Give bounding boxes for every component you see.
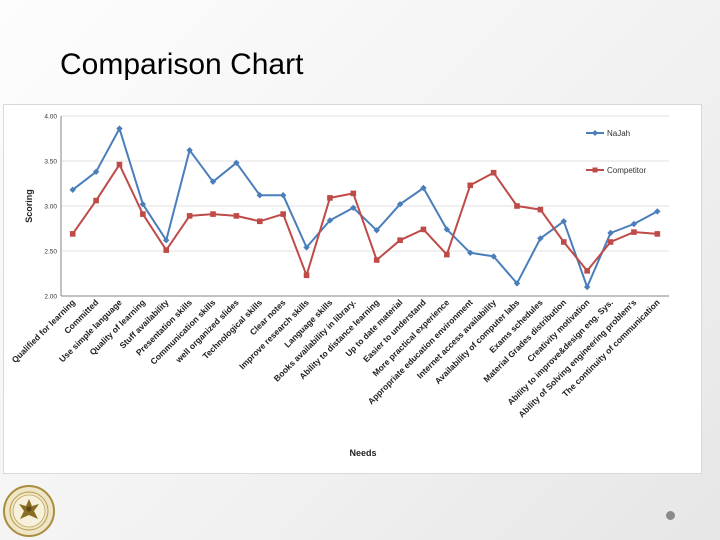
legend-marker-1 — [592, 167, 598, 173]
slide-title: Comparison Chart — [60, 48, 304, 81]
series-0-point — [186, 147, 193, 154]
legend-label-0: NaJah — [607, 129, 630, 138]
series-1-point — [327, 195, 333, 201]
y-tick-label: 2.00 — [44, 294, 57, 301]
x-axis-title: Needs — [349, 448, 376, 458]
y-tick-label: 3.50 — [44, 159, 57, 166]
series-1-point — [303, 272, 310, 279]
series-0-point — [233, 159, 240, 166]
series-0-point — [256, 192, 263, 199]
y-tick-label: 2.50 — [44, 249, 57, 256]
series-1-point — [373, 257, 380, 263]
series-1-point — [514, 203, 520, 209]
series-0-point — [69, 186, 76, 193]
legend-label-1: Competitor — [607, 166, 646, 175]
series-line-1 — [71, 163, 658, 277]
series-0-point — [490, 253, 497, 260]
series-1-point — [467, 182, 474, 189]
series-1-point — [537, 206, 544, 213]
series-0-point — [513, 280, 521, 287]
slide-nav-dot[interactable] — [666, 511, 675, 520]
series-1-point — [654, 231, 661, 237]
series-0-point — [467, 249, 474, 256]
series-1-point — [69, 231, 76, 237]
series-0-point — [92, 168, 100, 175]
series-1-point — [186, 213, 193, 219]
series-1-point — [256, 218, 263, 225]
series-0-point — [607, 229, 614, 237]
university-logo — [3, 485, 55, 537]
y-tick-label: 3.00 — [44, 204, 57, 211]
series-0-point — [443, 226, 451, 233]
series-0-point — [350, 204, 357, 211]
series-1-point — [210, 211, 216, 217]
series-0-point — [583, 283, 591, 291]
series-1-point — [233, 213, 240, 219]
series-1-point — [444, 251, 450, 258]
series-1-point — [631, 229, 637, 235]
series-1-point — [420, 226, 427, 233]
series-1-point — [280, 211, 286, 217]
series-line-0 — [72, 127, 658, 288]
chart-panel: 2.00 2.50 3.00 3.50 4.00 Scoring Qualified for… — [3, 104, 702, 474]
series-0-point — [279, 192, 287, 199]
series-0-point — [373, 227, 380, 234]
series-1-point — [584, 268, 590, 274]
series-1-point — [163, 247, 170, 253]
series-0-point — [326, 217, 334, 224]
series-0-point — [537, 235, 544, 242]
series-0-point — [139, 201, 147, 208]
series-1-point — [560, 239, 567, 245]
series-0-point — [303, 244, 310, 251]
series-0-point — [116, 125, 123, 132]
series-1-point — [490, 169, 497, 176]
series-1-point — [116, 161, 123, 168]
series-0-point — [163, 237, 170, 244]
series-1-point — [93, 197, 99, 204]
series-0-point — [560, 218, 567, 225]
series-1-point — [350, 190, 357, 197]
series-1-point — [607, 239, 614, 245]
y-tick-label: 4.00 — [44, 114, 57, 121]
series-0-point — [209, 178, 217, 185]
series-0-point — [654, 208, 661, 215]
series-1-point — [140, 211, 146, 217]
series-0-point — [396, 201, 404, 208]
legend-marker-0 — [592, 130, 598, 136]
series-1-point — [397, 237, 403, 243]
y-axis-title: Scoring — [24, 189, 34, 223]
